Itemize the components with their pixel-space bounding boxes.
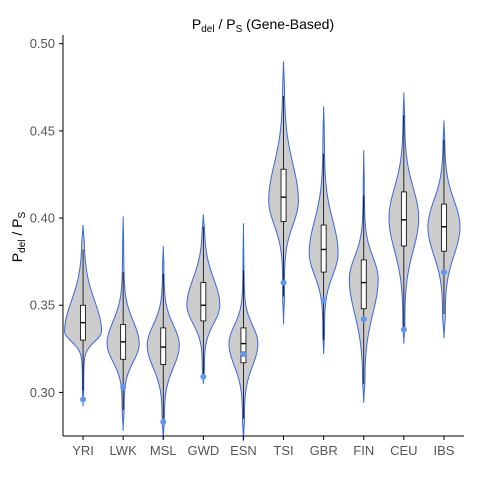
x-tick-label: FIN <box>353 443 374 458</box>
violin-yri <box>64 225 103 407</box>
violin-point <box>160 419 167 426</box>
x-tick-label: LWK <box>110 443 138 458</box>
x-tick-label: GBR <box>310 443 338 458</box>
x-tick-label: GWD <box>187 443 219 458</box>
violin-point <box>400 326 407 333</box>
violin-iqr-box <box>360 259 367 310</box>
x-tick-label: TSI <box>273 443 293 458</box>
violin-esn <box>228 223 259 442</box>
violin-point <box>360 316 367 323</box>
violin-iqr-box <box>441 203 447 252</box>
violins <box>64 61 461 442</box>
violin-iqr-box <box>200 282 207 322</box>
violin-ceu <box>388 92 420 344</box>
violin-iqr-box <box>320 224 327 273</box>
y-tick-label: 0.40 <box>30 211 55 226</box>
violin-gwd <box>186 214 221 384</box>
x-tick-label: ESN <box>230 443 257 458</box>
x-tick-label: YRI <box>72 443 94 458</box>
violin-msl <box>146 245 180 440</box>
chart-title: Pdel / PS (Gene-Based) <box>192 16 334 35</box>
y-tick-label: 0.50 <box>30 36 55 51</box>
x-tick-label: MSL <box>150 443 177 458</box>
violin-iqr-box <box>280 168 287 222</box>
violin-point <box>240 351 247 358</box>
x-axis-ticks: YRI LWK MSL GWD ESN TSI GBR FIN CEU IBS <box>72 436 455 458</box>
violin-tsi <box>268 61 299 325</box>
violin-iqr-box <box>240 327 247 364</box>
violin-point <box>280 279 287 286</box>
violin-iqr-box <box>400 191 407 247</box>
y-axis-ticks: 0.30 0.35 0.40 0.45 0.50 <box>30 36 63 400</box>
x-tick-label: CEU <box>390 443 417 458</box>
violin-gbr <box>308 106 339 355</box>
violin-lwk <box>106 216 140 431</box>
x-tick-label: IBS <box>433 443 454 458</box>
y-tick-label: 0.35 <box>30 298 55 313</box>
violin-point <box>440 269 447 276</box>
violin-fin <box>348 150 379 403</box>
y-tick-label: 0.45 <box>30 123 55 138</box>
y-tick-label: 0.30 <box>30 385 55 400</box>
violin-iqr-box <box>160 327 167 365</box>
violin-point <box>80 396 87 403</box>
violin-ibs <box>427 120 461 339</box>
violin-point <box>320 297 327 304</box>
y-axis-title: Pdel / PS <box>9 211 28 262</box>
violin-point <box>200 373 207 380</box>
violin-point <box>120 384 127 391</box>
